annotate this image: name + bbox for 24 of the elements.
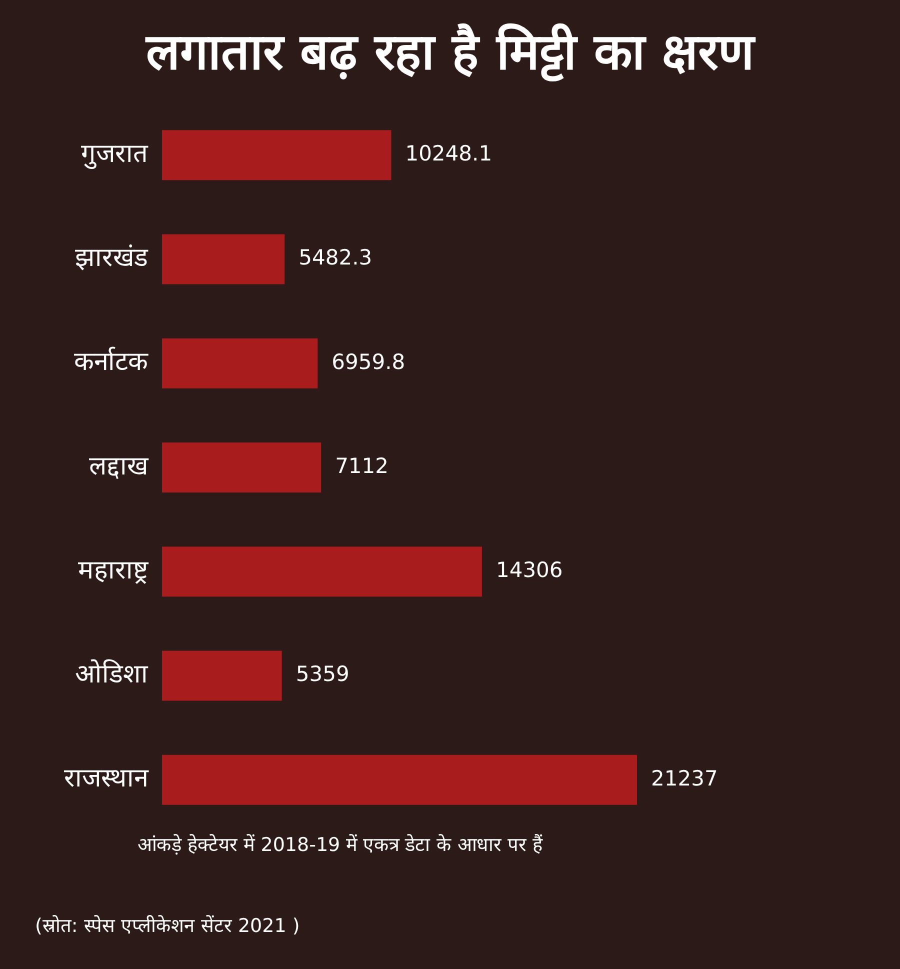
chart-title: लगातार बढ़ रहा है मिट्टी का क्षरण: [144, 22, 756, 82]
bar: [162, 754, 637, 805]
data-label: 10248.1: [405, 142, 492, 166]
y-tick-label: ओडिशा: [75, 658, 149, 690]
bar: [162, 650, 282, 701]
data-label: 14306: [496, 558, 563, 582]
y-tick-label: कर्नाटक: [74, 346, 149, 378]
bar: [162, 234, 285, 284]
data-label: 5482.3: [298, 246, 372, 270]
y-tick-label: झारखंड: [75, 242, 149, 273]
y-tick-label: गुजरात: [81, 138, 149, 169]
y-tick-label: राजस्थान: [64, 764, 149, 794]
bar: [162, 338, 318, 388]
data-label: 6959.8: [332, 350, 406, 374]
data-label: 7112: [335, 454, 389, 478]
text: आंकड़े हेक्टेयर में 2018-19 में एकत्र डेटा के आधार पर हैं: [138, 832, 544, 856]
data-label: 21237: [651, 766, 718, 790]
y-tick-label: लद्दाख: [89, 451, 149, 482]
y-tick-label: महाराष्ट्र: [78, 555, 149, 586]
bar: [162, 546, 482, 597]
bar: [162, 130, 392, 180]
bar: [162, 442, 322, 492]
text: (स्रोत: स्पेस एप्लीकेशन सेंटर 2021 ): [35, 914, 300, 937]
data-label: 5359: [296, 662, 350, 686]
